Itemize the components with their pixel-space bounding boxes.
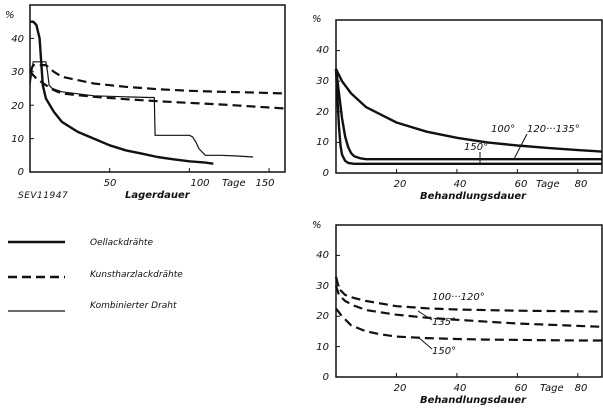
- y-tick-40: 40: [316, 250, 329, 261]
- series-line-3: [334, 68, 602, 165]
- y-tick-0: 0: [323, 168, 329, 179]
- legend-label-oil: Oellackdrähte: [90, 238, 153, 248]
- x-tick-40: 40: [454, 383, 467, 394]
- x-axis-label: Lagerdauer: [125, 190, 191, 201]
- storage-duration-chart: % 0 10 20 30 40 50 100 150 Tage Lagerdau…: [5, 4, 286, 201]
- legend: Oellackdrähte Kunstharzlackdrähte Kombin…: [8, 238, 183, 312]
- treatment-duration-chart-resin: % 0 10 20 30 40 20 40 60 80 Tage Behandl…: [312, 220, 603, 406]
- x-tick-20: 20: [394, 383, 407, 394]
- x-tick-150: 150: [255, 178, 274, 189]
- treatment-duration-chart-oil: % 0 10 20 30 40 20 40 60 80 Tage Behandl…: [312, 14, 603, 202]
- curve-label-120-135: 120···135°: [527, 124, 580, 135]
- source-code: SEV11947: [18, 191, 68, 201]
- series-line-1: [30, 20, 214, 165]
- y-tick-0: 0: [18, 167, 24, 178]
- y-tick-0: 0: [323, 372, 329, 383]
- y-tick-20: 20: [316, 311, 329, 322]
- y-tick-20: 20: [316, 107, 329, 118]
- curve-label-100-120: 100···120°: [432, 292, 485, 303]
- y-axis-label: %: [5, 10, 15, 21]
- series-line-2: [334, 68, 602, 161]
- x-unit-label: Tage: [540, 383, 564, 394]
- curve-label-150: 150°: [432, 346, 456, 357]
- series-line-1: [334, 68, 603, 153]
- y-axis-label: %: [312, 14, 322, 25]
- y-axis-label: %: [312, 220, 322, 231]
- x-tick-40: 40: [454, 179, 467, 190]
- x-unit-label: Tage: [222, 178, 246, 189]
- y-tick-40: 40: [316, 45, 329, 56]
- series-line-3: [335, 307, 602, 342]
- y-tick-30: 30: [316, 76, 329, 87]
- y-tick-10: 10: [11, 134, 24, 145]
- x-tick-80: 80: [575, 383, 588, 394]
- series-line-2: [29, 63, 286, 95]
- x-tick-100: 100: [190, 178, 209, 189]
- x-tick-20: 20: [394, 179, 407, 190]
- series-line-3: [29, 71, 286, 110]
- legend-label-combined: Kombinierter Draht: [90, 301, 177, 311]
- series-line-2: [334, 285, 603, 328]
- x-unit-label: Tage: [536, 179, 560, 190]
- series-line-1: [334, 276, 603, 313]
- x-tick-60: 60: [515, 179, 528, 190]
- y-tick-40: 40: [11, 34, 24, 45]
- x-axis-label: Behandlungsdauer: [420, 191, 527, 202]
- legend-label-resin: Kunstharzlackdrähte: [90, 270, 183, 280]
- leader-line-150: [417, 336, 433, 350]
- plot-frame: [335, 224, 603, 378]
- y-tick-30: 30: [316, 281, 329, 292]
- y-tick-30: 30: [11, 67, 24, 78]
- curve-label-135: 135°: [432, 317, 456, 328]
- y-tick-10: 10: [316, 342, 329, 353]
- x-tick-60: 60: [515, 383, 528, 394]
- x-tick-50: 50: [104, 178, 117, 189]
- x-axis-label: Behandlungsdauer: [420, 395, 527, 406]
- curve-label-100: 100°: [491, 124, 515, 135]
- x-tick-80: 80: [575, 179, 588, 190]
- y-tick-20: 20: [11, 101, 24, 112]
- plot-frame: [29, 4, 286, 173]
- plot-frame: [335, 19, 603, 174]
- y-tick-10: 10: [316, 137, 329, 148]
- series-line-4: [29, 61, 254, 158]
- curve-label-150: 150°: [464, 142, 488, 153]
